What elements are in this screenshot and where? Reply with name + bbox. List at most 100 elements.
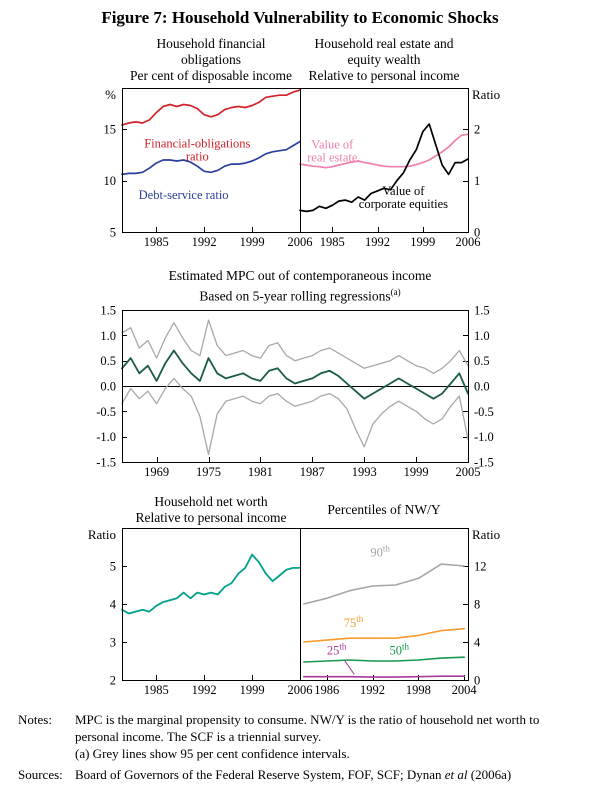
y-tick-label: 0 (474, 226, 480, 240)
series-mpc-estimate (121, 349, 469, 400)
panel-title-line: Estimated MPC out of contemporaneous inc… (168, 268, 432, 283)
x-tick-label: 1986 (314, 683, 339, 697)
y-tick-label: -1.5 (474, 456, 494, 470)
series-label: Value of corporate equities (359, 184, 448, 211)
series-label: 75th (344, 614, 364, 630)
y-tick-label: 1.5 (100, 304, 116, 318)
plot-border (122, 528, 301, 681)
y-axis-unit-percent: % (105, 87, 116, 102)
y-tick-label: 15 (104, 123, 117, 137)
x-tick-label: 1985 (144, 683, 169, 697)
x-tick-label: 1985 (144, 235, 169, 249)
x-tick-label: 1999 (240, 683, 265, 697)
series-real-estate (299, 133, 469, 169)
y-tick-label: 2 (474, 123, 480, 137)
y-tick-label: 1.0 (100, 329, 116, 343)
series-ci-upper (121, 319, 469, 374)
x-tick-label: 1987 (300, 465, 325, 479)
y-tick-label: -1.0 (96, 430, 116, 444)
y-tick-label: 10 (104, 174, 117, 188)
x-tick-label: 1999 (404, 465, 429, 479)
series-ci-lower (121, 377, 469, 456)
y-axis-unit-ratio-top: Ratio (472, 87, 501, 102)
panel-title-line: Household financial (156, 36, 266, 51)
y-tick-label: 0.0 (100, 380, 116, 394)
panel-subtitle: Relative to personal income (308, 68, 460, 83)
y-tick-label: 5 (110, 560, 116, 574)
series-debt-service-ratio (121, 140, 301, 176)
y-tick-label: -1.0 (474, 430, 494, 444)
y-tick-label: 0.5 (474, 354, 490, 368)
x-tick-label: 1999 (240, 235, 265, 249)
series-label: 50th (390, 641, 410, 657)
y-tick-label: -0.5 (96, 405, 116, 419)
panel-subtitle: Relative to personal income (135, 510, 287, 525)
panel-title-wealth: Household real estate and equity wealth … (300, 36, 468, 84)
x-tick-label: 1985 (320, 235, 345, 249)
panel-title-line: Percentiles of NW/Y (327, 502, 441, 517)
annotation-leader (343, 659, 355, 675)
notes-body: MPC is the marginal propensity to consum… (75, 711, 585, 762)
chart-household-net-worth: 1985 1992 1999 2006 2 3 4 5 (110, 528, 313, 697)
series-p90 (302, 563, 466, 605)
series-label: Value of real estate (307, 138, 358, 165)
sources-label: Sources: (18, 767, 63, 782)
y-tick-label: 4 (474, 636, 481, 650)
x-tick-label: 2005 (456, 465, 481, 479)
panel-title-net-worth: Household net worth Relative to personal… (122, 494, 300, 526)
y-tick-label: -0.5 (474, 405, 494, 419)
chart-household-financial-obligations: 1985 1992 1999 2006 5 10 15 Financial-obligatio… (104, 88, 313, 249)
y-tick-label: 3 (110, 636, 116, 650)
notes-label: Notes: (18, 712, 52, 727)
series-label: 25th (327, 641, 347, 657)
panel-title-percentiles: Percentiles of NW/Y (300, 502, 468, 518)
y-tick-label: 12 (474, 560, 487, 574)
panel-title-line: Household real estate and (314, 36, 454, 51)
x-tick-label: 1992 (192, 235, 217, 249)
series-label: Financial-obligations ratio (144, 137, 250, 164)
sources-block: Sources: Board of Governors of the Feder… (18, 766, 585, 783)
plot-border (300, 528, 469, 681)
x-tick-label: 2006 (456, 235, 481, 249)
y-tick-label: 1.0 (474, 329, 490, 343)
y-tick-label: -1.5 (96, 456, 116, 470)
x-tick-label: 1999 (410, 235, 435, 249)
y-tick-label: 1.5 (474, 304, 490, 318)
notes-block: Notes: MPC is the marginal propensity to… (18, 711, 585, 762)
panel-title-financial-obligations: Household financial obligations Per cent… (122, 36, 300, 84)
x-tick-label: 1981 (248, 465, 273, 479)
y-tick-label: 2 (110, 674, 116, 688)
series-financial-obligations-ratio (121, 89, 301, 126)
sources-text: (2006a) (467, 767, 512, 782)
panel-subtitle: Based on 5-year rolling regressions(a) (60, 284, 540, 305)
x-tick-label: 1992 (360, 683, 385, 697)
series-label: Debt-service ratio (139, 188, 229, 202)
x-tick-label: 1993 (352, 465, 377, 479)
chart-mpc-rolling-regressions: 1969 1975 1981 1987 1993 1999 2005-1.5-1.0-0.5… (96, 304, 494, 480)
sources-etal: et al (444, 767, 468, 782)
x-tick-label: 1992 (365, 235, 390, 249)
panel-subtitle-text: Based on 5-year rolling regressions (199, 288, 391, 304)
x-tick-label: 2006 (288, 235, 313, 249)
series-label: 90th (370, 544, 390, 560)
y-axis-unit-ratio-bottom-left: Ratio (87, 527, 116, 542)
y-tick-label: 0.5 (100, 354, 116, 368)
note-item: (a) Grey lines show 95 per cent confiden… (75, 746, 350, 761)
y-tick-label: 8 (474, 598, 480, 612)
x-tick-label: 1992 (192, 683, 217, 697)
x-tick-label: 1969 (144, 465, 169, 479)
panel-title-line: equity wealth (347, 52, 421, 67)
panel-subtitle: Per cent of disposable income (130, 68, 292, 83)
note-item: MPC is the marginal propensity to consum… (75, 712, 540, 744)
y-tick-label: 5 (110, 226, 116, 240)
figure-title: Figure 7: Household Vulnerability to Eco… (101, 8, 499, 27)
plot-border (122, 310, 469, 463)
series-net-worth-ratio (121, 553, 301, 615)
x-tick-label: 2006 (288, 683, 313, 697)
series-p50 (302, 656, 466, 663)
series-p25 (302, 675, 466, 678)
